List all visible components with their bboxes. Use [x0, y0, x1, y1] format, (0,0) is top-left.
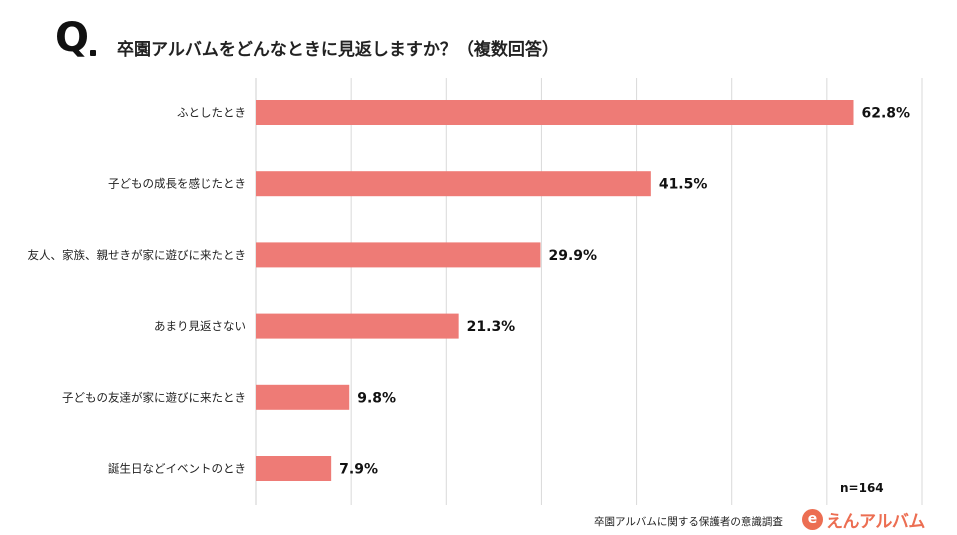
category-label: 友人、家族、親せきが家に遊びに来たとき: [28, 248, 247, 262]
value-label: 41.5%: [659, 177, 708, 193]
value-label: 29.9%: [548, 248, 597, 264]
brand-logo: e えんアルバム: [802, 507, 925, 532]
value-label: 9.8%: [357, 390, 396, 406]
category-label: 誕生日などイベントのとき: [108, 462, 246, 476]
category-label: ふとしたとき: [177, 106, 246, 120]
value-label: 21.3%: [467, 319, 516, 335]
logo-text: えんアルバム: [826, 511, 925, 532]
grid-lines: [255, 78, 923, 505]
bar: [256, 171, 651, 197]
labels: ふとしたとき 62.8% 子どもの成長を感じたとき 41.5% 友人、家族、親せきが家に…: [28, 106, 911, 478]
category-label: あまり見返さない: [154, 319, 246, 333]
logo-e-icon: e: [802, 508, 823, 530]
bar: [256, 456, 332, 481]
question-dot: [90, 50, 96, 56]
question-mark-label: Q: [55, 15, 90, 61]
value-label: 62.8%: [861, 106, 910, 122]
bars: [256, 100, 854, 481]
chart-title: 卒園アルバムをどんなときに見返しますか？（複数回答）: [117, 40, 559, 60]
bar: [256, 100, 854, 125]
sample-size-label: n=164: [840, 481, 884, 495]
bar: [256, 242, 541, 268]
value-label: 7.9%: [339, 462, 378, 478]
category-label: 子どもの成長を感じたとき: [108, 177, 246, 191]
bar: [256, 313, 459, 339]
bar: [256, 384, 350, 410]
category-label: 子どもの友達が家に遊びに来たとき: [62, 390, 246, 404]
source-caption: 卒園アルバムに関する保護者の意識調査: [594, 516, 783, 528]
